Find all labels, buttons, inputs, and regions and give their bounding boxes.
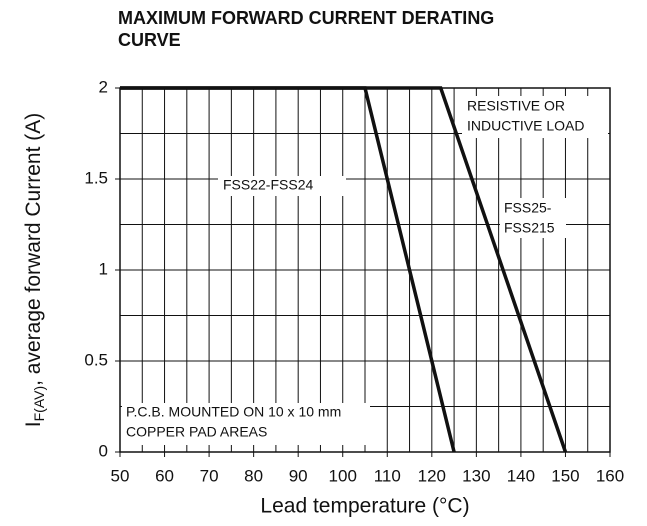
annotation-box (122, 403, 370, 445)
x-tick-label: 60 (155, 466, 174, 485)
series-label: FSS215 (504, 220, 555, 236)
y-tick-label: 1 (99, 259, 108, 278)
series-label-box (500, 198, 566, 238)
x-tick-label: 80 (244, 466, 263, 485)
x-tick-label: 70 (200, 466, 219, 485)
annotation: COPPER PAD AREAS (126, 424, 267, 440)
line-series (120, 86, 568, 453)
x-tick-label: 130 (462, 466, 490, 485)
y-tick-label: 0 (99, 441, 108, 460)
y-tick-label: 1.5 (84, 168, 108, 187)
y-axis-label: IF(AV), average forward Current (A) (22, 113, 47, 427)
chart-title: MAXIMUM FORWARD CURRENT DERATING (118, 8, 494, 28)
annotation: INDUCTIVE LOAD (467, 118, 584, 134)
x-tick-label: 150 (551, 466, 579, 485)
series-label: FSS22-FSS24 (223, 177, 313, 193)
y-axis-label-sub: F(AV) (31, 386, 47, 422)
chart-title: CURVE (118, 30, 181, 50)
y-tick-label: 2 (99, 77, 108, 96)
annotation: RESISTIVE OR (467, 98, 565, 114)
x-tick-label: 160 (596, 466, 624, 485)
series-label-box (218, 176, 346, 196)
x-tick-label: 110 (374, 466, 401, 485)
y-axis-label-main: I (22, 421, 45, 427)
x-tick-label: 90 (289, 466, 308, 485)
x-tick-label: 120 (418, 466, 446, 485)
annotation: P.C.B. MOUNTED ON 10 x 10 mm (126, 404, 341, 420)
x-axis-label: Lead temperature (°C) (260, 495, 469, 518)
x-tick-label: 50 (111, 466, 130, 485)
y-axis-label-rest: , average forward Current (A) (22, 113, 45, 386)
series-label: FSS25- (504, 200, 552, 216)
x-tick-label: 140 (507, 466, 535, 485)
x-tick-label: 100 (329, 466, 357, 485)
y-tick-label: 0.5 (84, 350, 108, 369)
annotation-box (462, 96, 608, 138)
